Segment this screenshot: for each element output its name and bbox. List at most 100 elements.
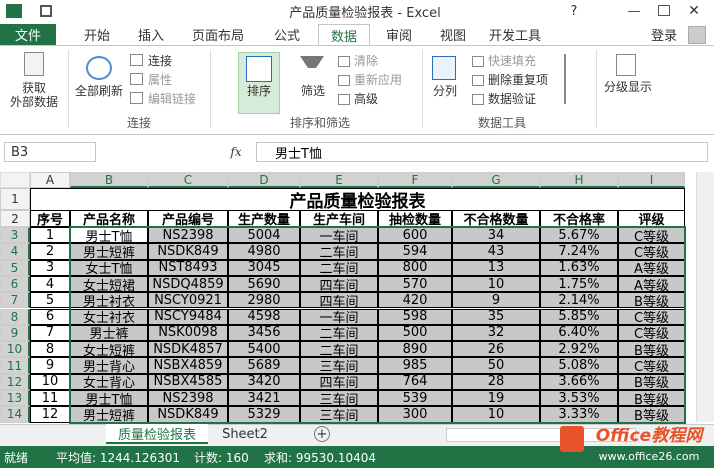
data-cell[interactable]: 4 <box>30 275 70 293</box>
data-cell[interactable]: 19 <box>452 390 540 407</box>
column-header[interactable]: F <box>378 172 452 188</box>
data-cell[interactable]: 男士背心 <box>70 357 148 375</box>
row-header[interactable]: 5 <box>0 259 30 276</box>
data-cell[interactable]: 2.92% <box>540 341 618 358</box>
data-cell[interactable]: 12 <box>30 406 70 423</box>
data-cell[interactable]: 539 <box>378 390 452 407</box>
data-cell[interactable]: NSDK849 <box>148 243 228 260</box>
row-header[interactable]: 11 <box>0 357 30 374</box>
data-cell[interactable]: NSDK849 <box>148 406 228 423</box>
data-cell[interactable]: 1 <box>30 227 70 244</box>
data-cell[interactable]: 500 <box>378 324 452 342</box>
get-data-label[interactable]: 获取 <box>21 80 46 95</box>
data-cell[interactable]: 6 <box>30 308 70 325</box>
data-cell[interactable]: 10 <box>30 373 70 390</box>
close-button[interactable]: ✕ <box>688 3 700 19</box>
sheet-tab[interactable]: 质量检验报表 <box>106 424 208 444</box>
text-to-columns-button[interactable]: 分列 <box>432 83 457 98</box>
header-cell[interactable]: 评级 <box>618 210 685 228</box>
row-header[interactable]: 4 <box>0 243 30 260</box>
data-cell[interactable]: 600 <box>378 227 452 244</box>
data-tool-item[interactable]: 快速填充 <box>488 53 537 68</box>
column-header[interactable]: A <box>30 172 70 188</box>
row-header[interactable]: 10 <box>0 341 30 358</box>
data-cell[interactable]: 男士裤 <box>70 324 148 342</box>
data-tool-item[interactable]: 数据验证 <box>488 91 537 106</box>
data-cell[interactable]: 男士T恤 <box>70 390 148 408</box>
data-cell[interactable]: 女士背心 <box>70 373 148 391</box>
data-cell[interactable]: 4598 <box>228 308 300 325</box>
data-cell[interactable]: B等级 <box>618 373 685 391</box>
data-cell[interactable]: 764 <box>378 373 452 390</box>
data-cell[interactable]: 四车间 <box>300 373 378 391</box>
data-cell[interactable]: 3420 <box>228 373 300 390</box>
data-cell[interactable]: 50 <box>452 357 540 374</box>
data-cell[interactable]: NSBX4585 <box>148 373 228 390</box>
ribbon-tab[interactable]: 审阅 <box>385 29 412 44</box>
ribbon-tab[interactable]: 页面布局 <box>191 29 244 44</box>
data-cell[interactable]: 5.08% <box>540 357 618 374</box>
data-cell[interactable]: 570 <box>378 275 452 293</box>
data-cell[interactable]: A等级 <box>618 275 685 294</box>
ribbon-tab[interactable]: 文件 <box>0 24 56 45</box>
ribbon-tab[interactable]: 视图 <box>439 29 466 44</box>
data-cell[interactable]: 32 <box>452 324 540 342</box>
row-header[interactable]: 8 <box>0 308 30 325</box>
sort-button[interactable]: 排序 <box>238 52 280 114</box>
data-cell[interactable]: 2 <box>30 243 70 260</box>
data-cell[interactable]: A等级 <box>618 259 685 277</box>
ribbon-tab[interactable]: 公式 <box>273 29 300 44</box>
data-cell[interactable]: 三车间 <box>300 390 378 408</box>
filter-item[interactable]: 重新应用 <box>354 72 403 87</box>
connections-button[interactable]: 连接 <box>148 53 173 68</box>
data-cell[interactable]: 5400 <box>228 341 300 358</box>
data-cell[interactable]: 二车间 <box>300 243 378 261</box>
column-header[interactable]: G <box>452 172 540 188</box>
minimize-button[interactable] <box>628 11 640 12</box>
refresh-all-button[interactable]: 全部刷新 <box>74 83 123 98</box>
column-header[interactable]: C <box>148 172 228 188</box>
column-header[interactable]: H <box>540 172 618 188</box>
data-cell[interactable]: 420 <box>378 292 452 309</box>
data-cell[interactable]: 四车间 <box>300 275 378 294</box>
data-cell[interactable]: 43 <box>452 243 540 260</box>
data-cell[interactable]: 985 <box>378 357 452 374</box>
row-header[interactable]: 12 <box>0 373 30 390</box>
row-header[interactable]: 3 <box>0 227 30 244</box>
data-cell[interactable]: 女士T恤 <box>70 259 148 277</box>
ribbon-tab[interactable]: 开发工具 <box>488 29 541 44</box>
data-cell[interactable]: 7.24% <box>540 243 618 260</box>
data-cell[interactable]: 4980 <box>228 243 300 260</box>
header-cell[interactable]: 产品编号 <box>148 210 228 228</box>
sheet-title-cell[interactable]: 产品质量检验报表 <box>30 188 685 212</box>
login-link[interactable]: 登录 <box>650 29 677 44</box>
row-header[interactable]: 1 <box>0 188 30 210</box>
data-cell[interactable]: 5.85% <box>540 308 618 325</box>
data-cell[interactable]: 5 <box>30 292 70 309</box>
data-cell[interactable]: 3.33% <box>540 406 618 423</box>
data-cell[interactable]: NS2398 <box>148 227 228 244</box>
sheet-tab[interactable]: Sheet2 <box>222 426 268 442</box>
data-cell[interactable]: NST8493 <box>148 259 228 276</box>
data-cell[interactable]: 9 <box>30 357 70 374</box>
data-cell[interactable]: 28 <box>452 373 540 390</box>
data-cell[interactable]: 6.40% <box>540 324 618 342</box>
row-header[interactable]: 9 <box>0 324 30 342</box>
data-tool-item[interactable]: 删除重复项 <box>488 72 549 87</box>
maximize-button[interactable] <box>658 5 670 16</box>
data-cell[interactable]: 3.66% <box>540 373 618 390</box>
header-cell[interactable]: 序号 <box>30 210 70 228</box>
header-cell[interactable]: 生产数量 <box>228 210 300 228</box>
data-cell[interactable]: 二车间 <box>300 324 378 342</box>
row-header[interactable]: 7 <box>0 292 30 309</box>
data-cell[interactable]: 10 <box>452 275 540 293</box>
data-cell[interactable]: B等级 <box>618 390 685 408</box>
data-cell[interactable]: NSK0098 <box>148 324 228 342</box>
data-cell[interactable]: 四车间 <box>300 292 378 310</box>
column-header[interactable]: D <box>228 172 300 188</box>
data-cell[interactable]: 女士短裤 <box>70 341 148 359</box>
data-cell[interactable]: 800 <box>378 259 452 276</box>
column-header[interactable]: E <box>300 172 378 188</box>
data-cell[interactable]: 5690 <box>228 275 300 293</box>
outline-button[interactable]: 分级显示 <box>603 79 652 94</box>
